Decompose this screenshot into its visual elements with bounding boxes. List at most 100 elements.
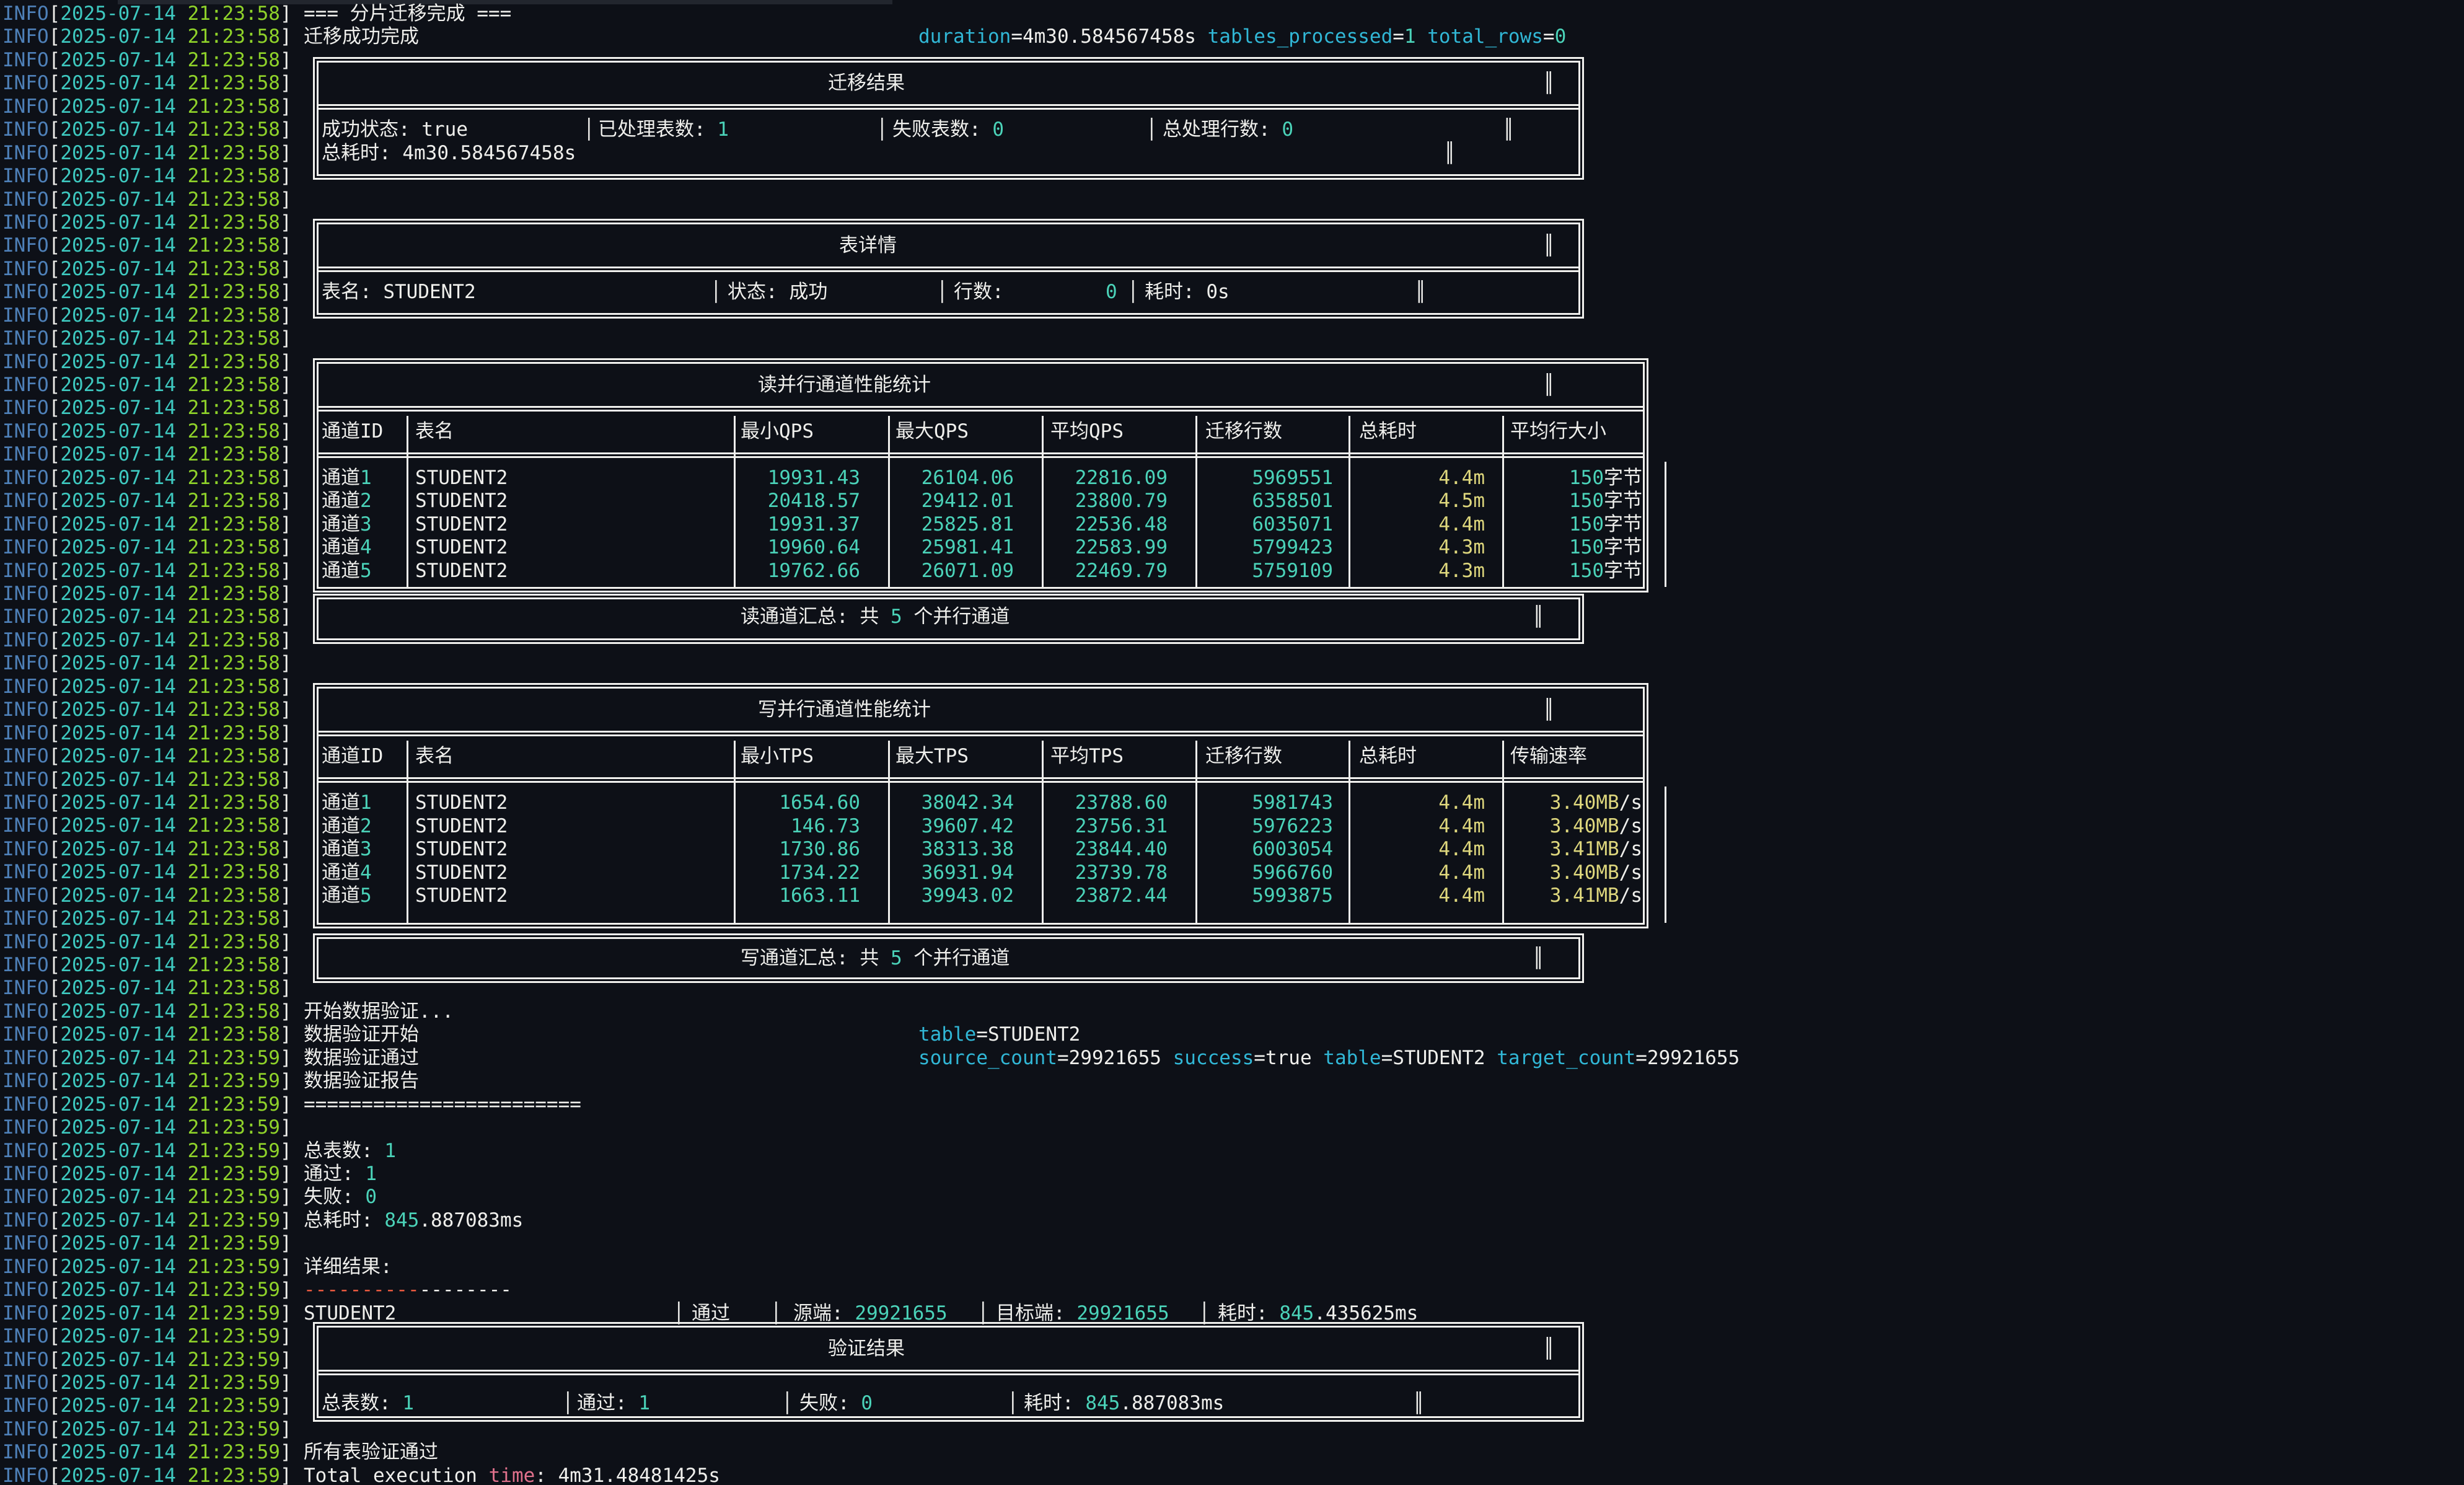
log-time: 21:23:58 xyxy=(187,350,280,373)
stat-value: 0s xyxy=(1206,281,1230,303)
table-name-cell: STUDENT2 xyxy=(415,560,508,582)
column-divider xyxy=(1502,416,1504,587)
log-space xyxy=(176,72,188,94)
unit-part: /s xyxy=(1619,884,1642,907)
stat-label: 总耗时: 4m30.584567458s xyxy=(322,142,576,164)
channel-number: 2 xyxy=(360,815,372,837)
table-row: 通道2 STUDENT2 146.73 39607.42 23756.31 5976223… xyxy=(319,815,1643,839)
log-space xyxy=(176,513,188,535)
log-date: 2025-07-14 xyxy=(60,675,176,698)
log-level: INFO[2025-07-14 21:23:59] xyxy=(2,1163,292,1185)
border-artifact: ║ xyxy=(1533,606,1544,628)
field-divider: │ xyxy=(936,281,948,303)
log-level: INFO[2025-07-14 21:23:59] xyxy=(2,1046,292,1069)
log-space xyxy=(176,583,188,605)
unit-part: 字节 xyxy=(1604,536,1642,558)
log-time: 21:23:58 xyxy=(187,583,280,605)
migration-result-title: 迁移结果 xyxy=(828,72,905,94)
log-bracket: [ xyxy=(48,350,61,373)
border-artifact: ║ xyxy=(1543,72,1555,94)
log-date: 2025-07-14 xyxy=(60,1000,176,1023)
log-text: -------- xyxy=(419,1279,512,1302)
header-separator xyxy=(319,777,1643,783)
numeric-cell: 36931.94 xyxy=(921,861,1014,884)
column-header: 平均行大小 xyxy=(1510,420,1606,443)
field-key: table xyxy=(918,1023,977,1046)
log-date: 2025-07-14 xyxy=(60,583,176,605)
numeric-cell: 150字节 xyxy=(1505,560,1642,583)
log-prefix: INFO[2025-07-14 21:23:58] xyxy=(0,652,2464,676)
log-time: 21:23:59 xyxy=(187,1116,280,1139)
log-space xyxy=(176,931,188,953)
log-prefix: INFO[2025-07-14 21:23:58] xyxy=(0,1000,2464,1024)
log-date: 2025-07-14 xyxy=(60,606,176,628)
write-summary-row: 写通道汇总: 共 5 个并行通道 xyxy=(319,947,1578,971)
log-date: 2025-07-14 xyxy=(60,48,176,71)
column-divider xyxy=(734,416,736,587)
log-level: INFO[2025-07-14 21:23:58] xyxy=(2,490,292,513)
column-header: 表名 xyxy=(415,745,454,767)
log-level: INFO[2025-07-14 21:23:58] xyxy=(2,977,292,1000)
log-prefix: INFO[2025-07-14 21:23:58] xyxy=(0,606,2464,629)
column-divider xyxy=(407,741,408,923)
log-level: INFO[2025-07-14 21:23:59] xyxy=(2,1348,292,1371)
log-date: 2025-07-14 xyxy=(60,1417,176,1440)
log-bracket: ] xyxy=(279,513,292,535)
log-text: 目标端: 29921655 xyxy=(996,1302,1169,1324)
log-date: 2025-07-14 xyxy=(60,768,176,791)
stat-value: 845 xyxy=(1085,1392,1120,1414)
log-date: 2025-07-14 xyxy=(60,745,176,768)
border-artifact: ║ xyxy=(1543,1337,1555,1360)
log-prefix: INFO[2025-07-14 21:23:58] xyxy=(0,861,2464,884)
log-bracket: ] xyxy=(279,652,292,675)
log-date: 2025-07-14 xyxy=(60,652,176,675)
log-message: 失败: 0 xyxy=(0,1186,2464,1209)
field-value: 1 xyxy=(1404,25,1416,48)
log-bracket: ] xyxy=(279,1163,292,1185)
log-time: 21:23:59 xyxy=(187,1255,280,1278)
table-row: 通道5 STUDENT2 1663.11 39943.02 23872.44 599387… xyxy=(319,884,1643,908)
log-space xyxy=(176,258,188,280)
log-time: 21:23:58 xyxy=(187,745,280,768)
log-bracket: [ xyxy=(48,1000,61,1023)
log-level: INFO[2025-07-14 21:23:59] xyxy=(2,1441,292,1464)
log-date: 2025-07-14 xyxy=(60,257,176,280)
log-prefix: INFO[2025-07-14 21:23:59] xyxy=(0,1349,2464,1372)
log-level: INFO[2025-07-14 21:23:58] xyxy=(2,513,292,535)
log-level: INFO[2025-07-14 21:23:59] xyxy=(2,1325,292,1348)
log-bracket: ] xyxy=(279,1186,292,1209)
log-text: 数据验证开始 xyxy=(304,1023,419,1046)
unit-part: /s xyxy=(1619,861,1642,884)
terminal-top-strip xyxy=(118,0,892,4)
numeric-cell: 19931.43 xyxy=(767,467,860,489)
migration-result-box: 迁移结果 ║ 成功状态: true │ 已处理表数: 1 │ 失败表数: 0 │ 总处理行数… xyxy=(313,57,1584,180)
log-time: 21:23:58 xyxy=(187,165,280,188)
log-level: INFO[2025-07-14 21:23:58] xyxy=(2,583,292,605)
log-bracket: [ xyxy=(48,490,61,513)
log-message: 总表数: 1 xyxy=(0,1140,2464,1163)
log-date: 2025-07-14 xyxy=(60,1255,176,1278)
log-prefix: INFO[2025-07-14 21:23:58] xyxy=(0,1023,2464,1047)
log-date: 2025-07-14 xyxy=(60,721,176,744)
log-bracket: [ xyxy=(48,1209,61,1232)
column-divider xyxy=(1665,462,1666,587)
log-date: 2025-07-14 xyxy=(60,350,176,373)
log-bracket: [ xyxy=(48,95,61,118)
log-level: INFO[2025-07-14 21:23:58] xyxy=(2,1000,292,1023)
log-prefix: INFO[2025-07-14 21:23:58] xyxy=(0,791,2464,815)
log-level: INFO[2025-07-14 21:23:59] xyxy=(2,1139,292,1162)
log-level: INFO[2025-07-14 21:23:58] xyxy=(2,2,292,25)
log-date: 2025-07-14 xyxy=(60,1348,176,1371)
log-time: 21:23:58 xyxy=(187,397,280,420)
numeric-cell: 22469.79 xyxy=(1075,560,1168,582)
log-time: 21:23:58 xyxy=(187,652,280,675)
log-time: 21:23:58 xyxy=(187,188,280,211)
column-divider xyxy=(1195,741,1197,923)
unit-part: /s xyxy=(1619,791,1642,814)
log-level: INFO[2025-07-14 21:23:58] xyxy=(2,443,292,466)
validation-summary-row: 总表数: 1 │ 通过: 1 │ 失败: 0 │ 耗时: 845.887083ms ║ xyxy=(319,1392,1578,1416)
read-channel-stats-table: 读并行通道性能统计 ║ 通道ID 表名 最小QPS 最大QPS 平均QPS 迁移行数 总耗时… xyxy=(313,358,1666,593)
log-time: 21:23:58 xyxy=(187,118,280,141)
log-prefix: INFO[2025-07-14 21:23:58] xyxy=(0,884,2464,908)
field-key: total_rows xyxy=(1427,25,1543,48)
